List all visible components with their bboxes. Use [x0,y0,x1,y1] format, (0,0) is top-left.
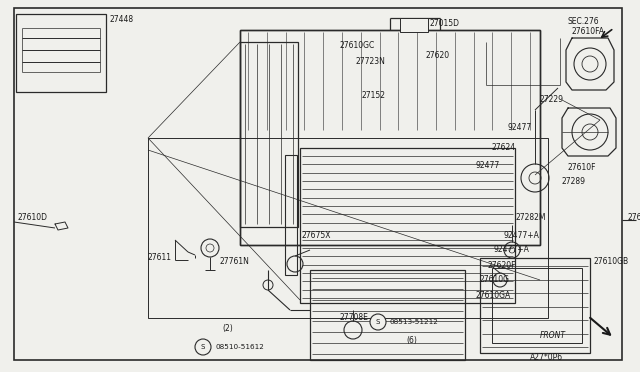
Text: 27610D: 27610D [18,214,48,222]
Text: 27229: 27229 [540,96,564,105]
Text: 27610GB: 27610GB [594,257,629,266]
Text: 27611: 27611 [148,253,172,263]
Bar [480,258,590,353]
Text: (6): (6) [406,336,417,344]
Text: 27448: 27448 [110,16,134,25]
Text: 27152: 27152 [362,90,386,99]
Text: A27*0P6: A27*0P6 [530,353,563,362]
Text: FRONT: FRONT [540,331,566,340]
Text: (2): (2) [223,324,234,333]
Text: 27282M: 27282M [516,214,547,222]
Bar [240,42,298,227]
Text: 27624: 27624 [492,144,516,153]
Text: 27610G: 27610G [480,276,510,285]
Text: 27675X: 27675X [302,231,332,241]
Text: 92477: 92477 [476,161,500,170]
Bar [300,148,515,303]
Text: 27610F: 27610F [568,164,596,173]
Text: 27620F: 27620F [488,260,516,269]
Circle shape [195,339,211,355]
Text: S: S [201,344,205,350]
Text: S: S [376,319,380,325]
Text: 27761N: 27761N [220,257,250,266]
Text: 27610FA: 27610FA [572,28,605,36]
Bar [16,14,106,92]
Text: 27708E: 27708E [340,314,369,323]
Text: 27289: 27289 [562,177,586,186]
Bar [400,18,428,32]
Bar [240,30,540,245]
Text: 27610: 27610 [628,214,640,222]
Text: 27610GA: 27610GA [475,291,510,299]
Bar [492,268,582,343]
Bar [148,138,548,318]
Bar [285,155,297,275]
Bar [310,270,465,360]
Text: 27015D: 27015D [430,19,460,29]
Text: 27610GC: 27610GC [340,42,375,51]
Text: 92477: 92477 [508,124,532,132]
Text: 92477+A: 92477+A [504,231,540,240]
Text: 08510-51612: 08510-51612 [216,344,265,350]
Text: 27620: 27620 [426,51,450,60]
Text: 27723N: 27723N [355,58,385,67]
Text: SEC.276: SEC.276 [568,17,600,26]
Circle shape [370,314,386,330]
Text: 08513-51212: 08513-51212 [390,319,439,325]
Text: 92477+A: 92477+A [494,246,530,254]
